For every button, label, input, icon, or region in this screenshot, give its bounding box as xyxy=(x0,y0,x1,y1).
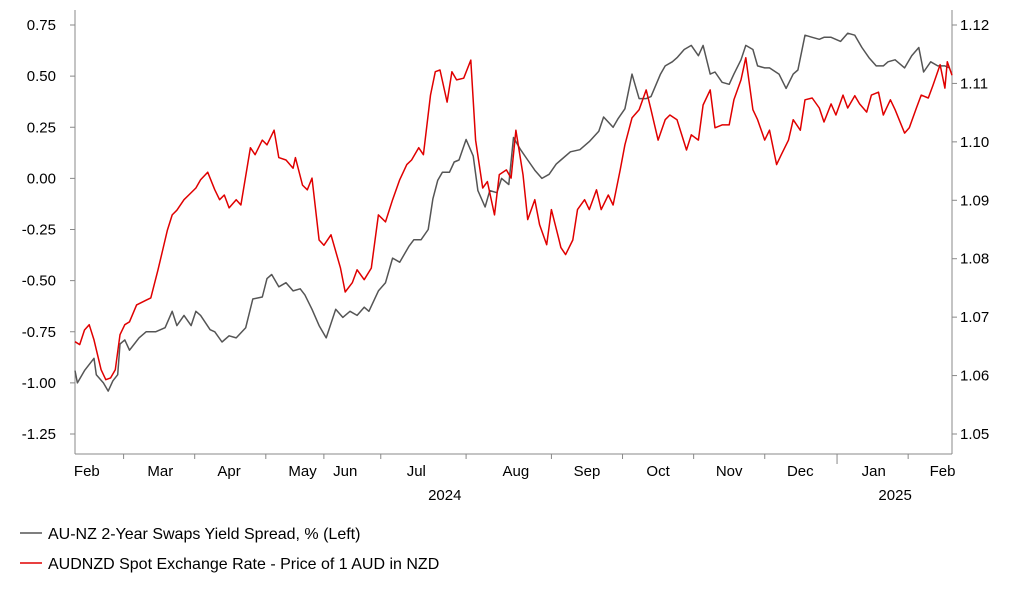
left-tick-label: 0.75 xyxy=(27,17,56,34)
left-tick-label: -1.25 xyxy=(22,426,56,443)
right-tick-label: 1.12 xyxy=(960,17,989,34)
audnzd-series-line xyxy=(74,56,953,381)
x-tick-label: Mar xyxy=(147,463,173,480)
left-tick-label: 0.50 xyxy=(27,68,56,85)
left-tick-label: 0.00 xyxy=(27,170,56,187)
year-label: 2024 xyxy=(428,487,461,504)
right-tick-label: 1.11 xyxy=(960,75,988,92)
x-tick-label: Feb xyxy=(930,463,956,480)
x-tick-label: Sep xyxy=(574,463,601,480)
x-tick-label: Oct xyxy=(646,463,670,480)
x-tick-label: Nov xyxy=(716,463,743,480)
left-tick-label: -0.25 xyxy=(22,222,56,239)
x-tick-label: May xyxy=(288,463,317,480)
left-tick-label: -0.50 xyxy=(22,273,56,290)
x-tick-label: Feb xyxy=(74,463,100,480)
x-tick-label: Jun xyxy=(333,463,357,480)
legend: AU-NZ 2-Year Swaps Yield Spread, % (Left… xyxy=(20,526,439,573)
x-tick-label: Aug xyxy=(503,463,530,480)
left-tick-label: -1.00 xyxy=(22,375,56,392)
right-tick-label: 1.07 xyxy=(960,309,989,326)
year-label: 2025 xyxy=(878,487,911,504)
x-tick-label: Dec xyxy=(787,463,814,480)
right-tick-label: 1.06 xyxy=(960,368,989,385)
left-tick-label: -0.75 xyxy=(22,324,56,341)
axes: 0.75 0.50 0.25 0.00 -0.25 -0.50 -0.75 -1.00 -1.2… xyxy=(22,10,989,504)
x-tick-label: Apr xyxy=(217,463,240,480)
x-tick-label: Jan xyxy=(862,463,886,480)
legend-label-spread: AU-NZ 2-Year Swaps Yield Spread, % (Left… xyxy=(48,526,360,543)
right-tick-label: 1.09 xyxy=(960,192,989,209)
legend-label-audnzd: AUDNZD Spot Exchange Rate - Price of 1 A… xyxy=(48,556,439,573)
right-tick-label: 1.08 xyxy=(960,251,989,268)
spread-series-line xyxy=(74,32,950,392)
left-tick-label: 0.25 xyxy=(27,119,56,136)
series-lines xyxy=(74,32,953,392)
right-tick-label: 1.10 xyxy=(960,134,989,151)
right-tick-label: 1.05 xyxy=(960,426,989,443)
x-tick-label: Jul xyxy=(407,463,426,480)
